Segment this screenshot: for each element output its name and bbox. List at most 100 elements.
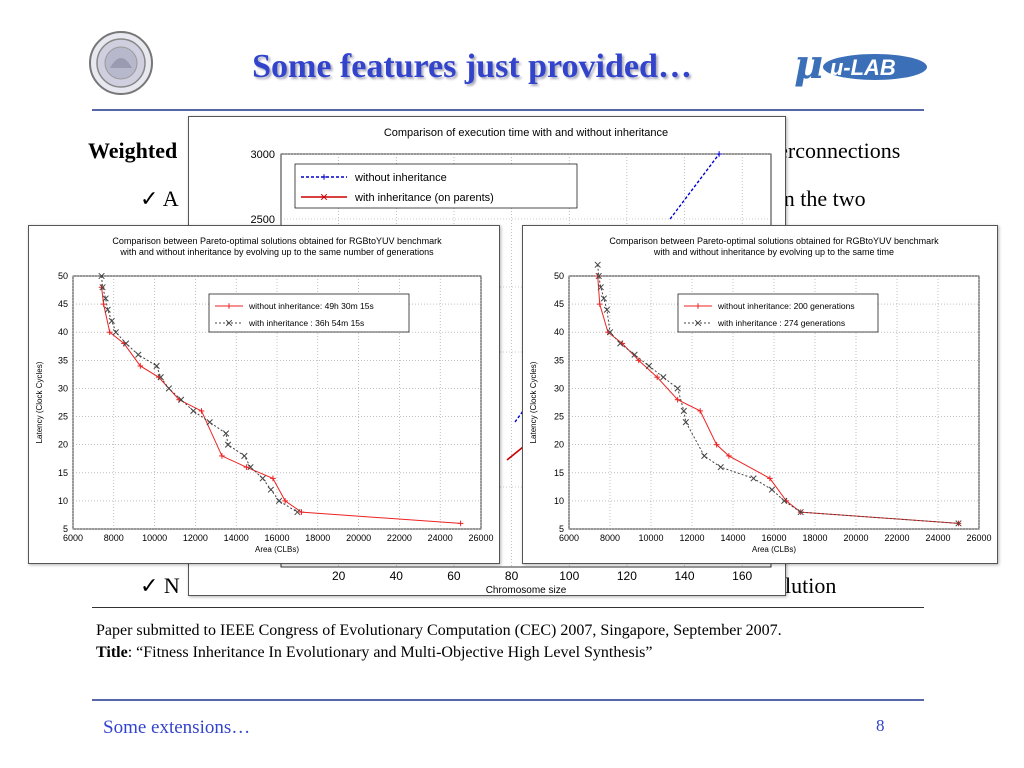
pareto-generations-chart: Comparison between Pareto-optimal soluti…	[28, 225, 500, 564]
x-tick-label: 22000	[387, 533, 412, 543]
y-tick-label: 50	[554, 271, 564, 281]
data-point	[594, 261, 601, 268]
paper-note: Paper submitted to IEEE Congress of Evol…	[96, 620, 916, 664]
data-point	[600, 295, 608, 302]
chart-title: Comparison of execution time with and wi…	[384, 127, 668, 139]
data-point	[98, 272, 105, 280]
data-point	[726, 453, 732, 459]
legend-marker	[694, 319, 702, 327]
x-tick-label: 100	[559, 569, 579, 583]
data-point	[99, 284, 106, 291]
data-point	[157, 374, 164, 381]
y-tick-label: 35	[58, 355, 68, 365]
x-tick-label: 14000	[224, 533, 249, 543]
data-point	[282, 498, 288, 504]
x-tick-label: 20000	[346, 533, 371, 543]
svg-text:μ: μ	[794, 42, 823, 88]
x-tick-label: 12000	[679, 533, 704, 543]
y-tick-label: 25	[58, 412, 68, 422]
x-tick-label: 26000	[966, 533, 991, 543]
data-point	[597, 284, 604, 291]
legend-entry: without inheritance: 200 generations	[717, 301, 855, 311]
x-tick-label: 18000	[305, 533, 330, 543]
y-tick-label: 15	[58, 468, 68, 478]
series-line	[101, 287, 461, 524]
y-tick-label: 20	[554, 440, 564, 450]
x-tick-label: 40	[390, 569, 404, 583]
slide-title: Some features just provided…	[252, 48, 692, 85]
x-tick-label: 10000	[142, 533, 167, 543]
data-point	[247, 464, 254, 471]
legend-marker	[695, 303, 701, 309]
svg-text:μ-LAB: μ-LAB	[829, 55, 896, 80]
body-check-a: ✓ A	[140, 186, 179, 211]
legend-marker	[226, 303, 232, 309]
data-point	[267, 486, 275, 493]
x-tick-label: 80	[505, 569, 519, 583]
data-point	[750, 475, 757, 482]
y-tick-label: 20	[58, 440, 68, 450]
y-tick-label: 2500	[251, 214, 275, 226]
data-point	[112, 329, 119, 336]
data-point	[135, 351, 142, 358]
mid-rule	[92, 607, 924, 608]
x-tick-label: 24000	[428, 533, 453, 543]
data-point	[955, 520, 962, 527]
data-point	[104, 306, 111, 313]
data-point	[674, 396, 681, 403]
legend-entry: without inheritance: 49h 30m 15s	[248, 301, 374, 311]
data-point	[781, 497, 788, 505]
data-point	[654, 374, 660, 380]
legend-entry: with inheritance : 36h 54m 15s	[248, 318, 364, 328]
y-tick-label: 3000	[251, 149, 275, 161]
x-axis-label: Chromosome size	[486, 585, 567, 595]
paper-title-label: Title	[96, 644, 128, 661]
y-tick-label: 40	[554, 327, 564, 337]
series-line	[669, 153, 720, 220]
y-tick-label: 10	[58, 496, 68, 506]
data-point	[797, 508, 804, 516]
x-tick-label: 8000	[600, 533, 620, 543]
data-point	[767, 475, 773, 482]
bottom-rule	[92, 699, 924, 701]
data-point	[275, 497, 283, 505]
top-rule	[92, 109, 924, 111]
data-point	[198, 408, 205, 414]
paper-title: : “Fitness Inheritance In Evolutionary a…	[127, 644, 653, 661]
data-point	[674, 385, 681, 392]
y-tick-label: 5	[63, 524, 68, 534]
data-point	[165, 385, 173, 392]
page-number: 8	[876, 716, 885, 735]
x-tick-label: 10000	[638, 533, 663, 543]
series-line	[101, 275, 298, 513]
x-tick-label: 14000	[720, 533, 745, 543]
data-point	[595, 272, 602, 280]
legend-marker	[225, 319, 233, 327]
y-tick-label: 25	[554, 412, 564, 422]
body-the-two: en the two	[774, 186, 866, 211]
chart-title-line: Comparison between Pareto-optimal soluti…	[112, 236, 442, 246]
x-axis-label: Area (CLBs)	[752, 545, 796, 554]
data-point	[660, 374, 667, 381]
data-point	[259, 475, 266, 482]
legend-marker	[321, 174, 327, 180]
data-point	[177, 396, 185, 403]
y-tick-label: 40	[58, 327, 68, 337]
data-point	[603, 306, 611, 313]
y-tick-label: 30	[58, 383, 68, 393]
series-line	[597, 275, 959, 524]
x-tick-label: 160	[732, 569, 752, 583]
y-axis-label: Latency (Clock Cycles)	[529, 361, 538, 443]
x-axis-label: Area (CLBs)	[255, 545, 299, 554]
data-point	[106, 329, 113, 336]
data-point	[241, 452, 248, 460]
legend-entry: with inheritance (on parents)	[354, 192, 494, 204]
data-point	[645, 362, 653, 370]
x-tick-label: 22000	[884, 533, 909, 543]
series-line	[597, 264, 959, 524]
data-point	[190, 407, 197, 415]
data-point	[108, 317, 115, 325]
data-point	[701, 452, 708, 460]
data-point	[153, 362, 160, 370]
x-tick-label: 24000	[925, 533, 950, 543]
